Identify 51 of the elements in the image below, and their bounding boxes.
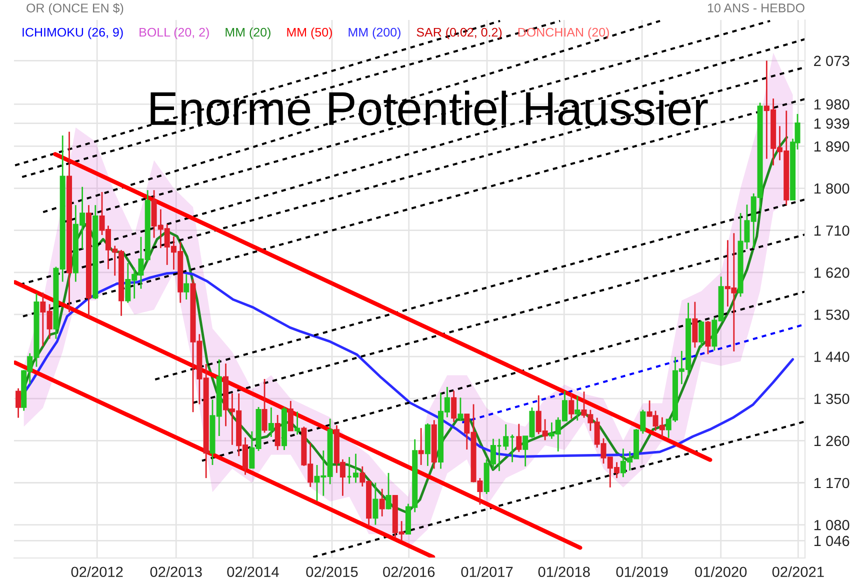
candlestick: [568, 392, 574, 420]
y-tick-label: 1 620: [814, 268, 850, 278]
candlestick: [516, 423, 522, 453]
y-tick-label: 1 710: [814, 225, 850, 236]
candlestick: [274, 414, 280, 451]
text: 10 ANS - HEBDO: [708, 4, 804, 12]
candlestick: [379, 488, 385, 518]
candlestick: [372, 482, 378, 526]
x-tick-label: 02/2016: [383, 566, 435, 578]
candlestick: [294, 411, 300, 436]
candlestick: [698, 320, 704, 348]
x-tick-label: 02/2021: [772, 566, 824, 578]
x-tick-label: 02/2014: [227, 566, 279, 578]
y-tick-label: 1 800: [814, 183, 850, 194]
candlestick: [268, 406, 274, 438]
text: MM (20): [226, 28, 270, 40]
legend-label: BOLL (20, 2): [140, 28, 209, 40]
y-tick-label: 1 350: [814, 394, 850, 404]
x-tick-label: 02/2013: [150, 566, 202, 578]
x-tick-label: 01/2017: [461, 566, 513, 578]
candlestick: [451, 390, 457, 423]
candlestick: [705, 320, 711, 355]
candlestick: [503, 424, 509, 451]
candlestick: [16, 388, 22, 418]
y-tick-label: 1 170: [814, 478, 850, 488]
candlestick: [574, 395, 580, 422]
chart-subtitle: OR (ONCE EN $): [26, 3, 124, 15]
y-tick-label: 1 440: [814, 352, 850, 362]
y-tick-label: 2 073: [814, 56, 850, 66]
y-tick-label: 1 980: [814, 99, 850, 110]
y-tick-label: 1 260: [814, 436, 850, 446]
y-tick-label: 1 080: [814, 520, 850, 530]
text: MM (200): [348, 28, 400, 40]
x-tick-label: 01/2020: [695, 566, 747, 578]
x-tick-label: 02/2012: [71, 566, 123, 578]
candlestick: [386, 472, 392, 510]
candlestick: [288, 400, 294, 432]
candlestick: [692, 301, 698, 348]
x-tick-label: 02/2015: [306, 566, 358, 578]
y-tick-label: 1 046: [814, 536, 850, 546]
legend-label: ICHIMOKU (26, 9): [22, 28, 123, 40]
x-tick-label: 01/2019: [616, 566, 668, 578]
y-tick-label: 1 530: [814, 310, 850, 320]
y-tick-label: 1 890: [814, 141, 850, 152]
legend-label: MM (50): [287, 28, 332, 40]
candlestick: [418, 427, 424, 466]
y-tick-label: 1 939: [814, 118, 850, 129]
candlestick: [184, 274, 190, 300]
candlestick: [262, 378, 268, 434]
candlestick: [458, 396, 464, 422]
x-tick-label: 01/2018: [538, 566, 590, 578]
